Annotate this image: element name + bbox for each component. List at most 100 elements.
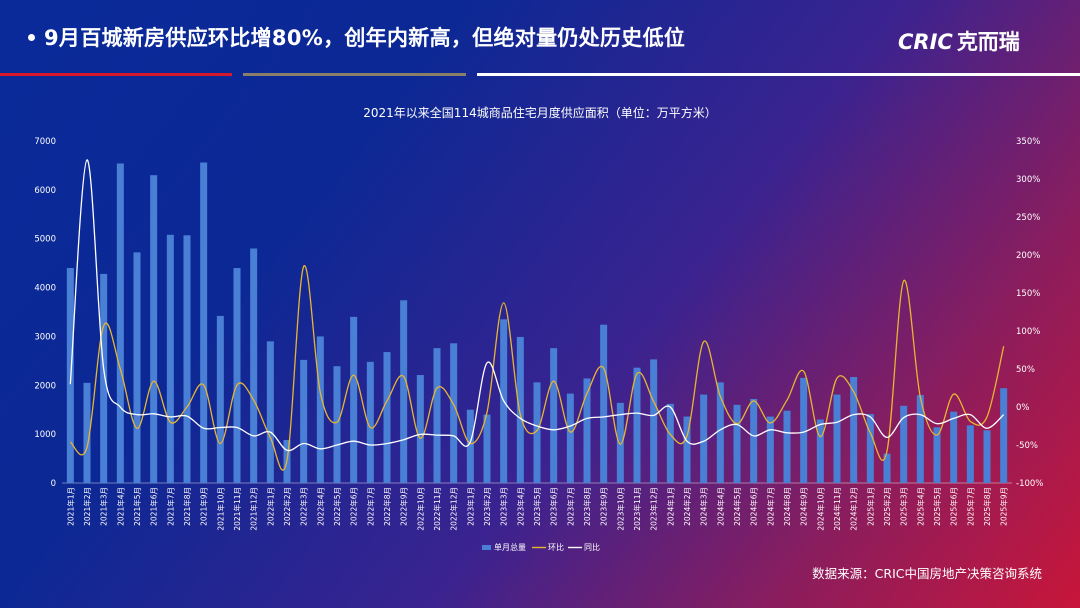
bar-monthly-total <box>266 341 274 483</box>
x-tick-label: 2023年4月 <box>515 487 525 526</box>
bar-monthly-total <box>533 382 541 483</box>
bar-monthly-total <box>250 248 258 483</box>
y-right-tick-label: 100% <box>1016 327 1040 337</box>
x-tick-label: 2021年2月 <box>82 487 92 526</box>
y-left-tick-label: 7000 <box>34 137 56 147</box>
bar-monthly-total <box>183 235 191 483</box>
legend-label-yoy: 同比 <box>584 542 600 552</box>
x-tick-label: 2025年2月 <box>882 487 892 526</box>
x-tick-label: 2024年12月 <box>849 487 859 531</box>
x-tick-label: 2022年9月 <box>399 487 409 526</box>
header-divider-red <box>0 73 232 76</box>
cric-logo: CRIC 克而瑞 <box>898 26 1020 56</box>
y-left-tick-label: 4000 <box>34 284 56 294</box>
x-tick-label: 2022年5月 <box>332 487 342 526</box>
x-tick-label: 2025年5月 <box>932 487 942 526</box>
x-tick-label: 2023年10月 <box>615 487 625 531</box>
y-left-tick-label: 0 <box>51 479 56 489</box>
bar-monthly-total <box>716 382 724 483</box>
bar-monthly-total <box>983 430 991 483</box>
chart-title: 2021年以来全国114城商品住宅月度供应面积（单位：万平方米） <box>363 106 717 120</box>
logo-chinese: 克而瑞 <box>956 30 1020 54</box>
x-tick-label: 2024年3月 <box>699 487 709 526</box>
bar-monthly-total <box>916 395 924 483</box>
x-tick-label: 2024年2月 <box>682 487 692 526</box>
y-right-tick-label: -100% <box>1016 479 1043 489</box>
x-tick-label: 2024年6月 <box>749 487 759 526</box>
bar-monthly-total <box>433 348 441 483</box>
x-tick-label: 2021年6月 <box>149 487 159 526</box>
bar-monthly-total <box>666 403 674 483</box>
y-right-tick-label: 350% <box>1016 137 1040 147</box>
bar-monthly-total <box>700 394 708 483</box>
y-left-tick-label: 1000 <box>34 430 56 440</box>
bar-monthly-total <box>483 414 491 483</box>
x-tick-label: 2021年1月 <box>65 487 75 526</box>
x-tick-label: 2021年8月 <box>182 487 192 526</box>
logo-latin: CRIC <box>898 30 953 54</box>
x-tick-label: 2022年3月 <box>299 487 309 526</box>
legend-swatch-monthly-total <box>482 545 491 550</box>
bar-monthly-total <box>366 361 374 483</box>
bar-monthly-total <box>383 352 391 483</box>
bar-monthly-total <box>850 376 858 483</box>
x-tick-label: 2024年8月 <box>782 487 792 526</box>
y-left-tick-label: 3000 <box>34 332 56 342</box>
bar-monthly-total <box>800 377 808 483</box>
x-tick-label: 2025年9月 <box>999 487 1009 526</box>
bar-monthly-total <box>683 416 691 483</box>
bar-monthly-total <box>83 382 91 483</box>
bar-monthly-total <box>400 300 408 483</box>
y-left-tick-label: 6000 <box>34 186 56 196</box>
x-tick-label: 2023年6月 <box>549 487 559 526</box>
bar-monthly-total <box>833 394 841 483</box>
x-tick-label: 2021年7月 <box>165 487 175 526</box>
x-tick-label: 2024年9月 <box>799 487 809 526</box>
x-tick-label: 2021年10月 <box>215 487 225 531</box>
bar-monthly-total <box>883 453 891 483</box>
x-tick-label: 2022年7月 <box>365 487 375 526</box>
bar-monthly-total <box>133 252 141 483</box>
slide-header: 9月百城新房供应环比增80%，创年内新高，但绝对量仍处历史低位 CRIC 克而瑞 <box>0 0 1080 80</box>
bar-monthly-total <box>750 398 758 483</box>
slide-headline: 9月百城新房供应环比增80%，创年内新高，但绝对量仍处历史低位 <box>44 26 686 50</box>
x-tick-label: 2022年1月 <box>265 487 275 526</box>
bar-monthly-total <box>350 316 358 483</box>
bar-monthly-total <box>966 425 974 483</box>
x-tick-label: 2023年1月 <box>465 487 475 526</box>
x-tick-label: 2022年10月 <box>415 487 425 531</box>
x-tick-label: 2023年8月 <box>582 487 592 526</box>
x-tick-label: 2021年12月 <box>249 487 259 531</box>
x-tick-label: 2024年10月 <box>815 487 825 531</box>
x-tick-label: 2025年4月 <box>915 487 925 526</box>
x-tick-label: 2024年7月 <box>765 487 775 526</box>
bar-monthly-total <box>933 427 941 483</box>
x-tick-label: 2025年3月 <box>899 487 909 526</box>
bar-monthly-total <box>583 378 591 483</box>
bar-monthly-total <box>116 163 124 483</box>
bar-monthly-total <box>1000 388 1008 483</box>
x-tick-label: 2021年4月 <box>115 487 125 526</box>
bar-monthly-total <box>816 419 824 483</box>
x-tick-label: 2021年5月 <box>132 487 142 526</box>
x-tick-label: 2023年5月 <box>532 487 542 526</box>
bar-monthly-total <box>233 268 241 483</box>
bar-monthly-total <box>166 234 174 483</box>
bullet-dot <box>28 34 35 41</box>
x-tick-label: 2023年2月 <box>482 487 492 526</box>
y-right-tick-label: 50% <box>1016 365 1035 375</box>
y-left-tick-label: 2000 <box>34 381 56 391</box>
bar-monthly-total <box>300 359 308 483</box>
bar-monthly-total <box>100 273 108 483</box>
bar-monthly-total <box>466 409 474 483</box>
bar-monthly-total <box>866 414 874 483</box>
x-tick-label: 2024年5月 <box>732 487 742 526</box>
bar-monthly-total <box>516 336 524 483</box>
y-right-tick-label: 300% <box>1016 175 1040 185</box>
x-tick-label: 2022年6月 <box>349 487 359 526</box>
x-tick-label: 2023年12月 <box>649 487 659 531</box>
x-tick-label: 2025年8月 <box>982 487 992 526</box>
legend-label-monthly-total: 单月总量 <box>494 542 526 552</box>
y-right-tick-label: 250% <box>1016 213 1040 223</box>
x-tick-label: 2023年3月 <box>499 487 509 526</box>
